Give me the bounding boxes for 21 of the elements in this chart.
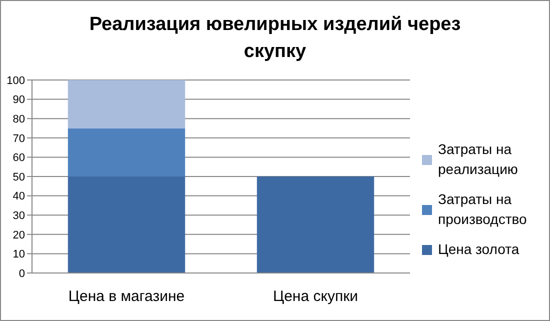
y-tick-label: 70 [12,132,25,145]
x-tick-label: Цена в магазине [68,288,185,305]
y-tick-label: 50 [12,171,25,184]
bar [256,176,374,273]
legend-label: Затраты на производство [438,191,528,227]
legend-label: Затраты на реализацию [438,141,518,177]
y-tick-label: 40 [12,190,25,203]
y-tick-label: 80 [12,113,25,126]
y-tick-label: 30 [12,210,25,222]
y-tick-label: 60 [12,152,25,164]
bar [68,128,186,176]
bar [68,80,186,128]
y-tick-label: 0 [18,268,25,280]
x-tick-label: Цена скупки [272,288,358,305]
legend-label: Цена золота [438,241,520,257]
bar [68,176,186,273]
y-tick-label: 20 [12,229,25,242]
y-tick-label: 10 [12,248,25,261]
chart-title: Реализация ювелирных изделий через скупку [89,14,461,62]
y-tick-label: 90 [12,94,25,106]
y-tick-label: 100 [6,74,25,87]
